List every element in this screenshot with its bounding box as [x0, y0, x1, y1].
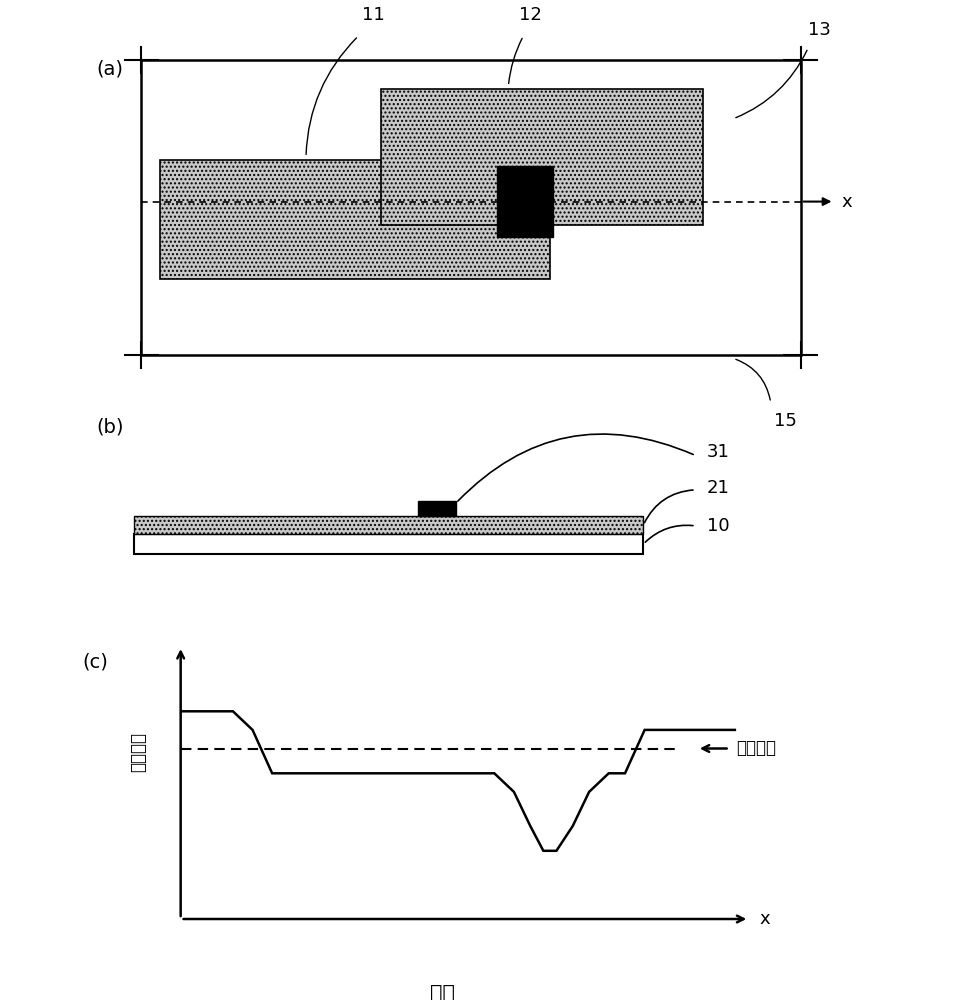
Bar	[160, 160, 550, 278]
Text: 13: 13	[808, 21, 831, 39]
Bar	[418, 501, 456, 516]
Text: 10: 10	[707, 517, 729, 535]
Bar	[141, 60, 801, 355]
Text: 15: 15	[775, 412, 798, 430]
Text: 透射光量: 透射光量	[129, 732, 147, 772]
Bar	[134, 516, 643, 533]
Text: x: x	[842, 193, 852, 211]
Text: 21: 21	[707, 479, 730, 497]
Text: (c): (c)	[83, 652, 109, 671]
Bar	[134, 533, 643, 554]
Bar	[497, 166, 554, 237]
Text: 31: 31	[707, 443, 730, 461]
Text: x: x	[759, 910, 770, 928]
Text: 11: 11	[362, 6, 384, 24]
Text: 分辨阈値: 分辨阈値	[736, 740, 776, 758]
Text: (b): (b)	[96, 418, 124, 437]
Bar	[381, 89, 703, 225]
Text: 位置: 位置	[430, 984, 455, 1000]
Text: (a): (a)	[96, 60, 123, 79]
Text: 12: 12	[519, 6, 542, 24]
